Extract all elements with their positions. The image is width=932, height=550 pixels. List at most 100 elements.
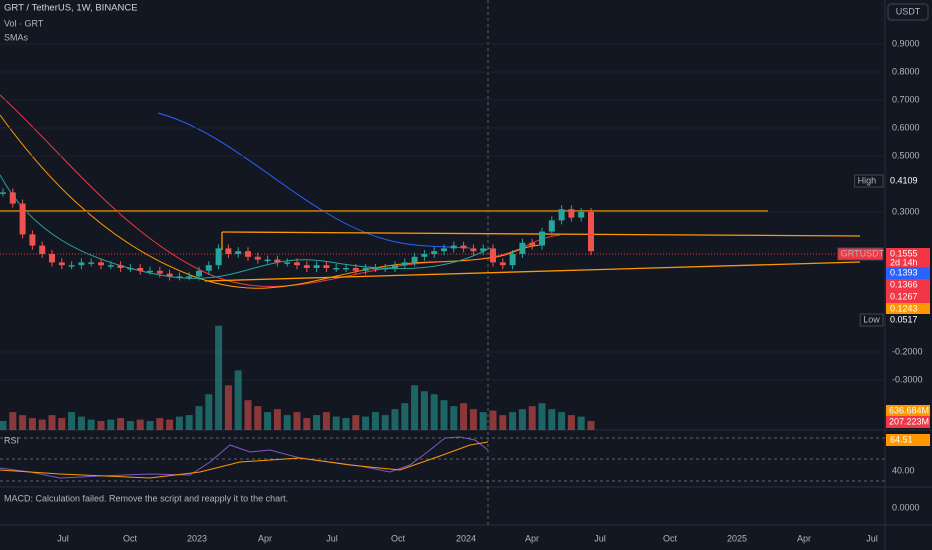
volume-bar bbox=[254, 406, 262, 430]
price-tag: 0.1366 bbox=[890, 279, 918, 289]
candle bbox=[529, 242, 536, 246]
volume-bar bbox=[166, 419, 174, 430]
candle bbox=[245, 251, 251, 257]
candle bbox=[411, 256, 418, 263]
volume-bar bbox=[469, 409, 477, 430]
x-tick-label: Jul bbox=[594, 533, 606, 543]
macd-zero: 0.0000 bbox=[892, 502, 920, 512]
candle bbox=[186, 276, 193, 278]
volume-bar bbox=[205, 394, 213, 430]
candle bbox=[127, 267, 134, 270]
candle bbox=[284, 262, 291, 264]
candle bbox=[58, 262, 65, 266]
volume-bar bbox=[313, 415, 321, 430]
candle bbox=[19, 203, 26, 235]
price-tag-bg bbox=[886, 279, 930, 291]
rsi-tag-bg bbox=[886, 434, 930, 446]
candle bbox=[49, 253, 55, 263]
volume-bar bbox=[146, 421, 154, 430]
volume-bar bbox=[381, 415, 389, 430]
y-tick-label: 0.6000 bbox=[892, 122, 920, 132]
x-tick-label: Apr bbox=[258, 533, 272, 543]
candle bbox=[294, 262, 300, 266]
volume-bar bbox=[577, 416, 585, 430]
volume-bar bbox=[156, 418, 164, 430]
volume-bar bbox=[440, 400, 448, 430]
x-tick-label: Jul bbox=[866, 533, 878, 543]
tag-label: Low bbox=[863, 314, 880, 324]
candle bbox=[362, 267, 369, 271]
x-tick-label: Jul bbox=[57, 533, 69, 543]
candle bbox=[78, 262, 85, 266]
x-tick-label: Oct bbox=[663, 533, 678, 543]
x-tick-label: 2024 bbox=[456, 533, 476, 543]
candle bbox=[509, 253, 516, 266]
volume-bar bbox=[558, 412, 566, 430]
volume-bar bbox=[68, 412, 76, 430]
volume-bar bbox=[58, 418, 66, 430]
candle bbox=[382, 267, 389, 270]
volume-bar bbox=[371, 412, 379, 430]
price-tag: 0.1393 bbox=[890, 267, 918, 277]
candle bbox=[333, 267, 340, 270]
candle bbox=[470, 248, 477, 252]
volume-bar bbox=[332, 416, 340, 430]
candle bbox=[392, 265, 398, 268]
volume-tag: 207.223M bbox=[889, 416, 929, 426]
price-tag: 0.4109 bbox=[890, 175, 918, 185]
candle bbox=[421, 253, 428, 257]
volume-bar bbox=[528, 406, 536, 430]
volume-bar bbox=[460, 403, 468, 430]
price-tag-bg bbox=[886, 314, 930, 326]
price-tag: 0.0517 bbox=[890, 314, 918, 324]
volume-bar bbox=[499, 415, 507, 430]
sma-lines bbox=[0, 94, 561, 289]
volume-bar bbox=[450, 406, 458, 430]
volume-bar bbox=[77, 416, 85, 430]
candle bbox=[196, 270, 202, 277]
macd-message: MACD: Calculation failed. Remove the scr… bbox=[4, 493, 288, 503]
price-tag: 0.1555 bbox=[890, 248, 918, 258]
y-tick-label: 0.3000 bbox=[892, 206, 920, 216]
volume-bar bbox=[518, 409, 526, 430]
candle bbox=[147, 270, 153, 273]
x-tick-label: Apr bbox=[525, 533, 539, 543]
candle bbox=[303, 265, 310, 268]
y-tick-label: 0.5000 bbox=[892, 150, 920, 160]
candle bbox=[490, 248, 496, 263]
volume-bar bbox=[136, 419, 144, 430]
y-tick-label: -0.3000 bbox=[892, 374, 923, 384]
volume-bar bbox=[234, 370, 242, 430]
candle bbox=[568, 209, 575, 218]
volume-bar bbox=[126, 421, 134, 430]
volume-bar bbox=[342, 418, 350, 430]
candle bbox=[225, 248, 232, 254]
candle bbox=[176, 276, 183, 278]
tag-label: GRTUSDT bbox=[841, 248, 885, 258]
candle bbox=[117, 265, 124, 268]
volume-tag-bg bbox=[886, 416, 930, 428]
rsi-level: 40.00 bbox=[892, 465, 915, 475]
volume-bar bbox=[489, 410, 497, 430]
rsi-title: RSI bbox=[4, 435, 19, 445]
currency[interactable]: USDT bbox=[896, 6, 921, 16]
candle bbox=[441, 248, 447, 252]
y-tick-label: 0.8000 bbox=[892, 66, 920, 76]
candle bbox=[68, 265, 75, 267]
price-tag: 0.1243 bbox=[890, 303, 918, 313]
candle bbox=[88, 262, 95, 264]
rsi-pane bbox=[0, 436, 885, 482]
volume-bar bbox=[185, 415, 193, 430]
volume-bar bbox=[87, 419, 95, 430]
volume-bar bbox=[322, 412, 330, 430]
candle bbox=[215, 248, 222, 266]
tag-label: High bbox=[858, 175, 877, 185]
x-tick-label: 2025 bbox=[727, 533, 747, 543]
price-tag-bg bbox=[886, 175, 930, 187]
volume-bar bbox=[19, 415, 27, 430]
candle bbox=[323, 265, 330, 268]
tag-label-bg bbox=[837, 247, 884, 261]
currency-button[interactable] bbox=[887, 3, 929, 21]
volume-bar bbox=[411, 385, 419, 430]
